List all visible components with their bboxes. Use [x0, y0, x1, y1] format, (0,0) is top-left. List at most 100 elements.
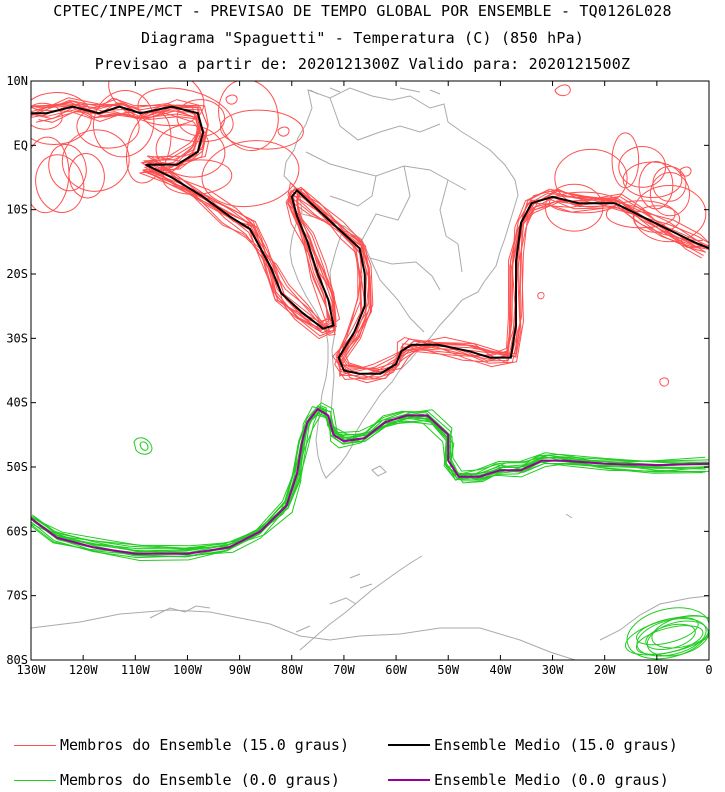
member-15-line: [31, 97, 702, 377]
member-0-line: [31, 408, 706, 562]
legend-label-mean-0: Ensemble Medio (0.0 graus): [434, 771, 669, 789]
member-15-loop: [155, 124, 226, 178]
lat-label: 50S: [6, 460, 28, 474]
member-0-loop: [651, 615, 709, 649]
legend-swatch-mean-15: [388, 744, 430, 746]
antarctic-islands: [295, 573, 373, 633]
antarctic-peninsula: [299, 555, 423, 651]
member-15-line: [31, 99, 703, 380]
legend-label-mean-15: Ensemble Medio (15.0 graus): [434, 736, 678, 754]
mean-15-line: [31, 105, 709, 375]
member-15-loop: [68, 153, 105, 199]
lon-label: 50W: [437, 663, 459, 677]
legend-swatch-member-0: [14, 779, 56, 781]
member-15-loop: [93, 90, 155, 158]
country-border: [329, 97, 441, 141]
member-15-line: [38, 97, 709, 384]
lon-label: 0: [705, 663, 712, 677]
ensemble-members-15: [31, 81, 709, 384]
member-15-loop: [137, 87, 234, 143]
member-15-line: [35, 101, 709, 371]
lon-label: 80W: [281, 663, 303, 677]
member-0-loop: [635, 625, 704, 655]
lat-label: 60S: [6, 524, 28, 538]
lon-label: 70W: [333, 663, 355, 677]
member-15-loop: [126, 111, 172, 184]
country-border: [439, 179, 463, 273]
member-15-loop: [554, 148, 628, 208]
member-15-line: [34, 102, 709, 380]
member-15-line: [31, 103, 709, 373]
member-15-loop: [649, 172, 691, 217]
lon-label: 130W: [17, 663, 47, 677]
caribbean-islands: [309, 87, 441, 95]
member-15-loop: [622, 161, 683, 199]
member-15-line: [31, 100, 706, 371]
isolated-contours: [133, 84, 692, 455]
west-antarctica-detail: [149, 605, 211, 619]
member-15-loop: [633, 205, 681, 233]
member-15-loop: [544, 183, 604, 232]
member-0-loop: [636, 618, 707, 657]
member-0-loop: [133, 437, 153, 455]
lat-label: 10N: [6, 74, 28, 88]
lat-label: 10S: [6, 203, 28, 217]
member-15-line: [31, 102, 707, 377]
country-border: [305, 151, 467, 191]
member-15-line: [32, 104, 706, 373]
ensemble-means: [31, 105, 709, 555]
member-15-loop: [659, 377, 669, 387]
country-border: [301, 213, 441, 291]
lat-label: 30S: [6, 331, 28, 345]
member-15-loop: [48, 144, 87, 192]
member-0-line: [31, 405, 703, 549]
lon-label: 10W: [646, 663, 668, 677]
lon-label: 110W: [121, 663, 151, 677]
legend-swatch-mean-0: [388, 779, 430, 781]
member-0-loop: [626, 607, 709, 660]
member-15-loop: [277, 126, 290, 137]
legend-member-15: Membros do Ensemble (15.0 graus): [14, 736, 349, 754]
antarctica-coast: [31, 595, 709, 660]
title-line-3: Previsao a partir de: 2020121300Z Valido…: [94, 55, 631, 73]
lat-label: 40S: [6, 396, 28, 410]
country-border: [329, 175, 377, 207]
country-border: [361, 165, 411, 241]
falkland-islands: [371, 465, 387, 477]
country-border: [329, 225, 345, 431]
legend-swatch-member-15: [14, 744, 56, 746]
member-15-loop: [61, 129, 130, 192]
member-0-line: [34, 406, 709, 550]
lon-label: 60W: [385, 663, 407, 677]
member-15-loop: [554, 84, 571, 97]
lon-label: 120W: [69, 663, 99, 677]
lon-label: 90W: [229, 663, 251, 677]
member-15-loop: [176, 99, 226, 137]
member-15-loop: [201, 140, 300, 208]
legend-label-member-15: Membros do Ensemble (15.0 graus): [60, 736, 349, 754]
legend-label-member-0: Membros do Ensemble (0.0 graus): [60, 771, 340, 789]
antarctic-members-0: [625, 607, 709, 660]
legend-member-0: Membros do Ensemble (0.0 graus): [14, 771, 340, 789]
member-15-loop: [218, 81, 279, 151]
member-15-loop: [618, 146, 667, 188]
member-15-loop: [35, 154, 85, 213]
member-15-loop: [31, 136, 70, 214]
member-15-loop: [605, 200, 676, 229]
member-0-line: [33, 409, 708, 551]
member-15-loop: [611, 132, 640, 189]
member-0-line: [31, 409, 706, 547]
member-15-loop: [225, 94, 238, 105]
member-0-line: [31, 402, 709, 556]
member-15-loop: [76, 104, 140, 149]
member-0-loop: [139, 441, 149, 451]
south-georgia: [565, 513, 573, 519]
member-15-loop: [632, 185, 707, 243]
member-15-loop: [679, 166, 692, 177]
member-15-line: [31, 103, 709, 378]
lon-label: 40W: [490, 663, 512, 677]
member-15-line: [31, 102, 705, 372]
lon-label: 100W: [173, 663, 203, 677]
